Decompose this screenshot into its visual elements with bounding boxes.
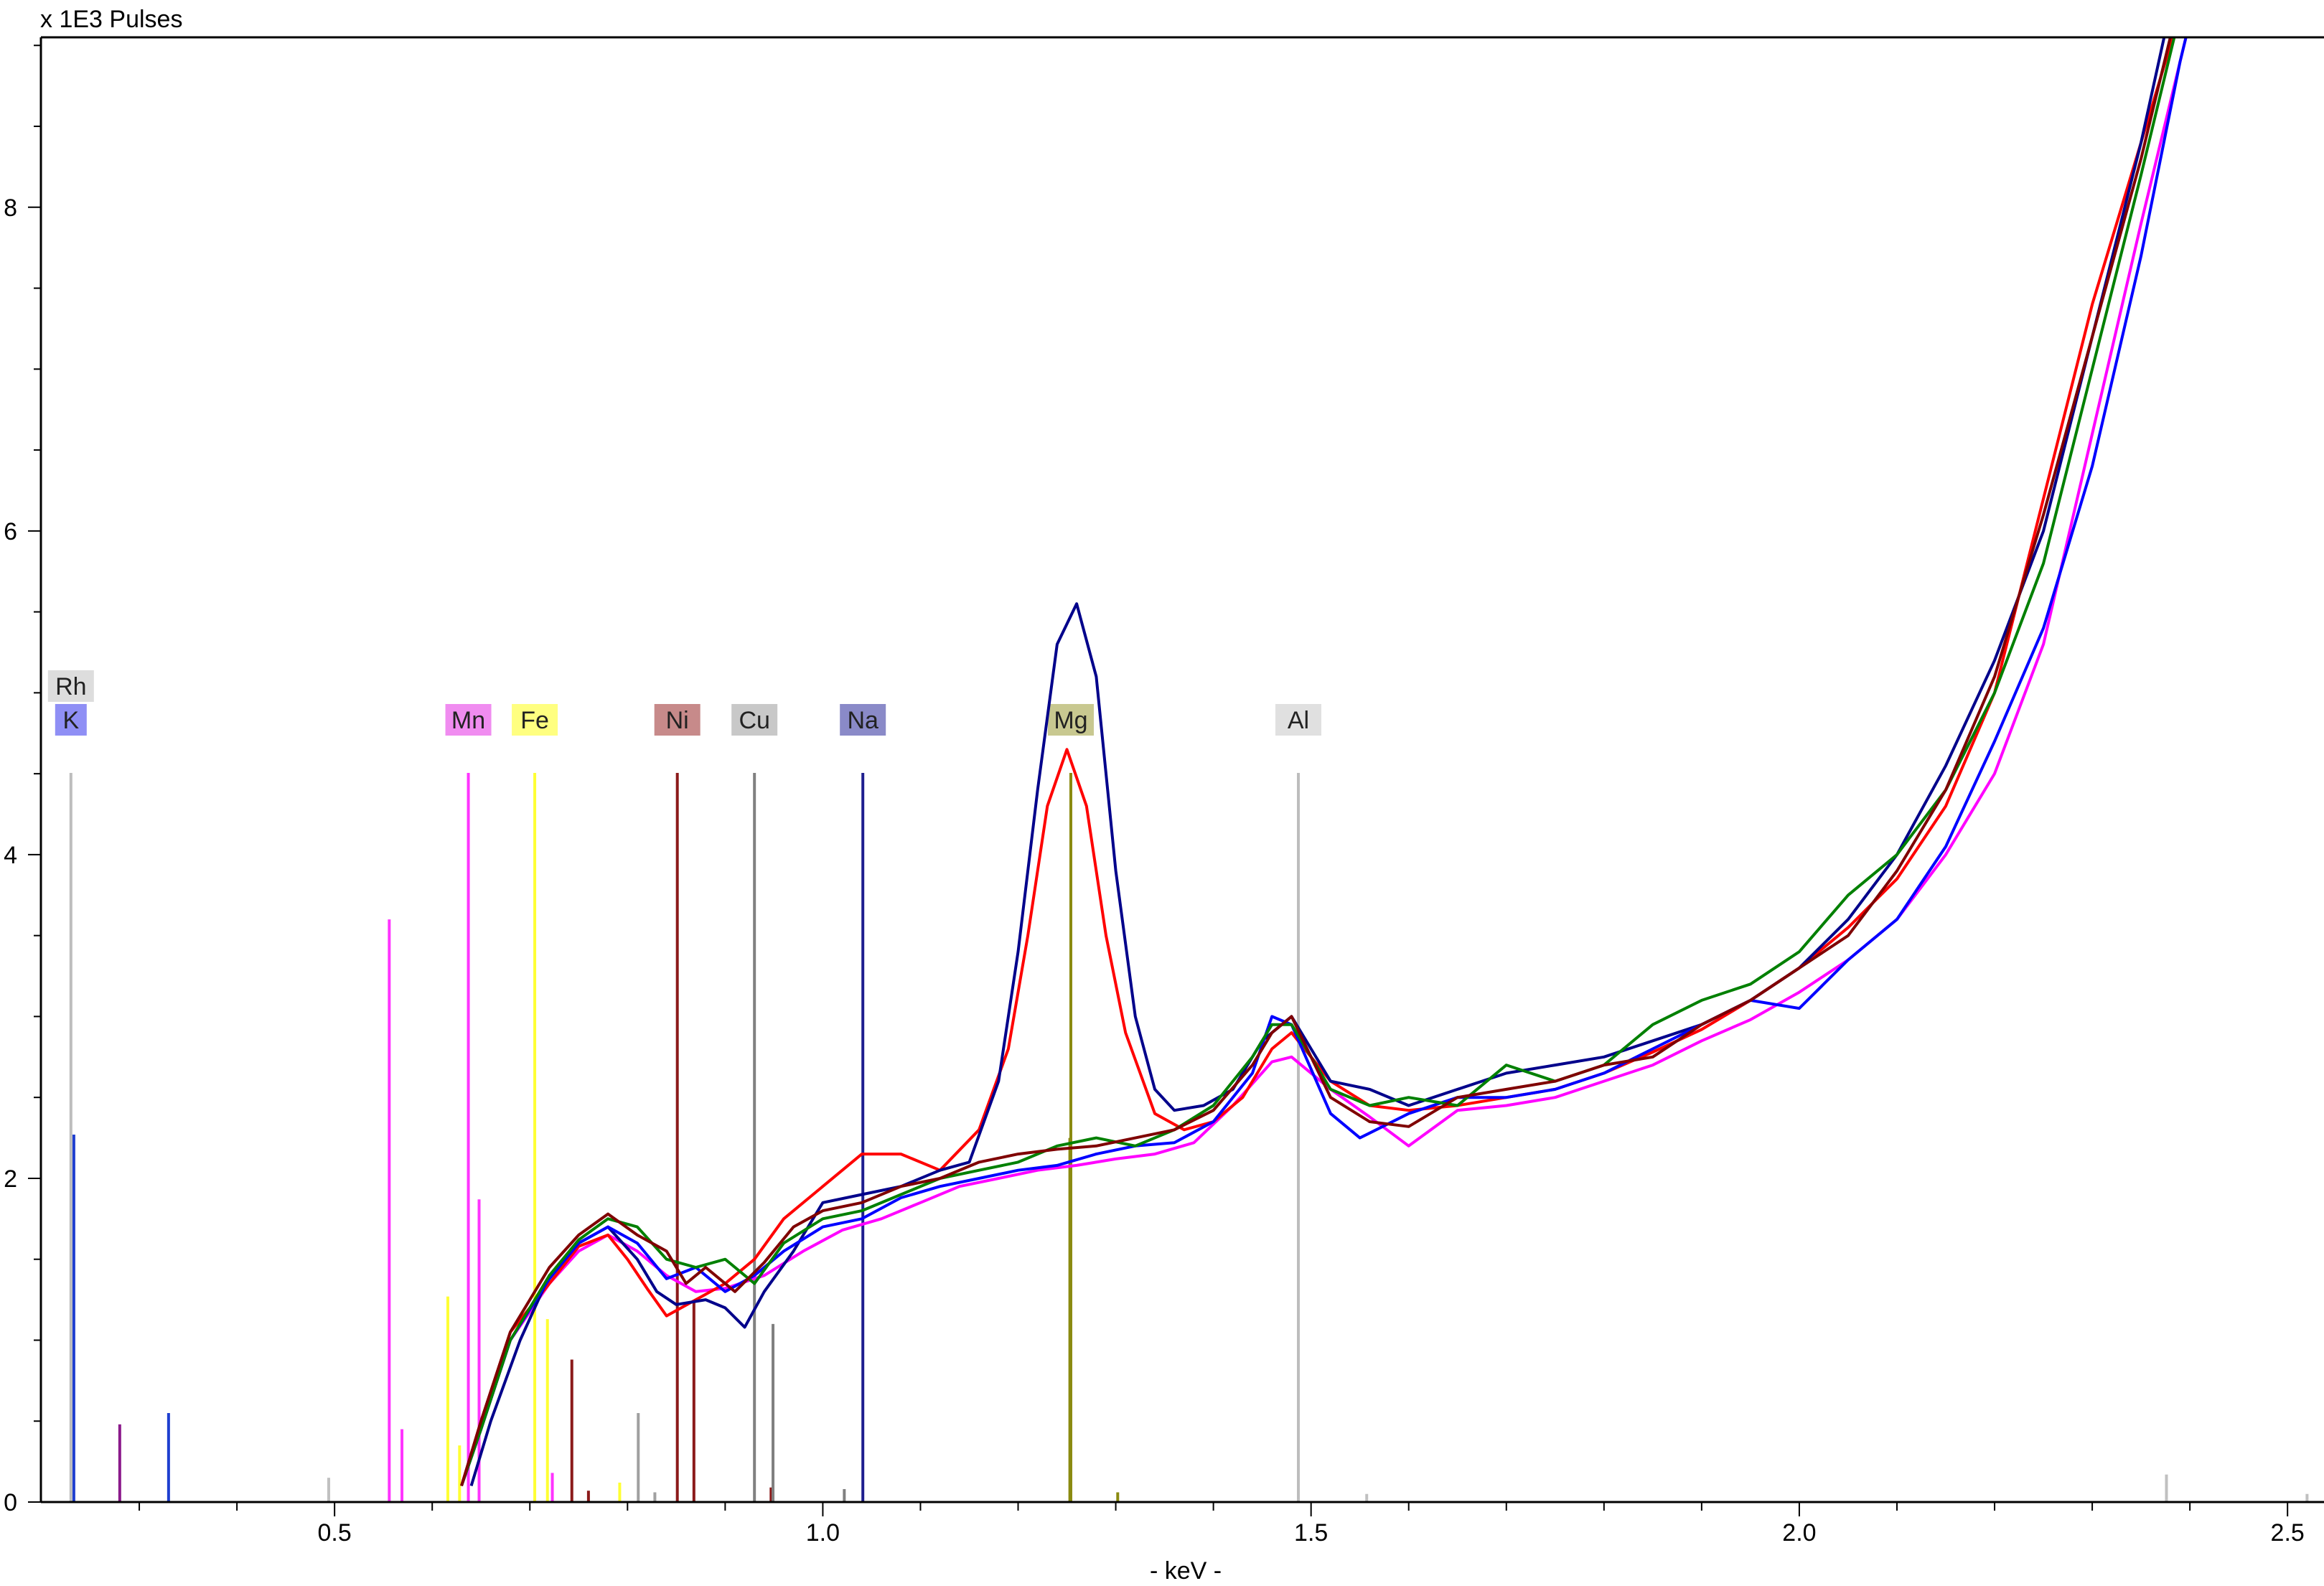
spectrum-series bbox=[460, 37, 2188, 1487]
element-label: Cu bbox=[739, 707, 769, 734]
y-axis-label: x 1E3 Pulses bbox=[40, 6, 182, 33]
element-label-box bbox=[731, 704, 778, 736]
x-tick-label: 2.0 bbox=[1782, 1519, 1816, 1547]
element-label: Rh bbox=[55, 673, 86, 700]
y-tick-label: 4 bbox=[4, 842, 17, 869]
y-tick-label: 2 bbox=[4, 1165, 17, 1193]
element-label: Al bbox=[1288, 707, 1309, 734]
x-axis-ticks: 0.5 1.0 1.5 2.0 2.5 bbox=[139, 1502, 2305, 1547]
element-label-box bbox=[445, 704, 492, 736]
element-label-box bbox=[840, 704, 886, 736]
element-label: Mg bbox=[1054, 707, 1087, 734]
x-tick-label: 0.5 bbox=[318, 1519, 352, 1547]
element-label-box bbox=[512, 704, 558, 736]
y-axis-ticks: 0 2 4 6 8 bbox=[4, 44, 41, 1516]
x-axis-label: - keV - bbox=[1150, 1557, 1222, 1585]
element-label: Fe bbox=[520, 707, 549, 734]
x-tick-label: 1.5 bbox=[1294, 1519, 1328, 1547]
element-label-box bbox=[654, 704, 701, 736]
element-label-box bbox=[1047, 704, 1094, 736]
element-label: Na bbox=[847, 707, 878, 734]
element-markers: Rh K Mn Fe Ni Cu Na Mg Al bbox=[47, 670, 1321, 1502]
y-tick-label: 8 bbox=[4, 194, 17, 222]
element-label-box bbox=[47, 670, 94, 702]
element-label: K bbox=[62, 707, 79, 734]
spectrum-line bbox=[460, 37, 2172, 1486]
x-tick-label: 1.0 bbox=[806, 1519, 840, 1547]
y-tick-label: 6 bbox=[4, 518, 17, 545]
element-minor-lines bbox=[72, 919, 2309, 1501]
element-label: Ni bbox=[666, 707, 689, 734]
element-label: Mn bbox=[451, 707, 485, 734]
element-label-box bbox=[55, 704, 87, 736]
spectrum-line bbox=[460, 37, 2176, 1487]
y-tick-label: 0 bbox=[4, 1489, 17, 1516]
x-tick-label: 2.5 bbox=[2271, 1519, 2305, 1547]
element-label-box bbox=[1275, 704, 1321, 736]
